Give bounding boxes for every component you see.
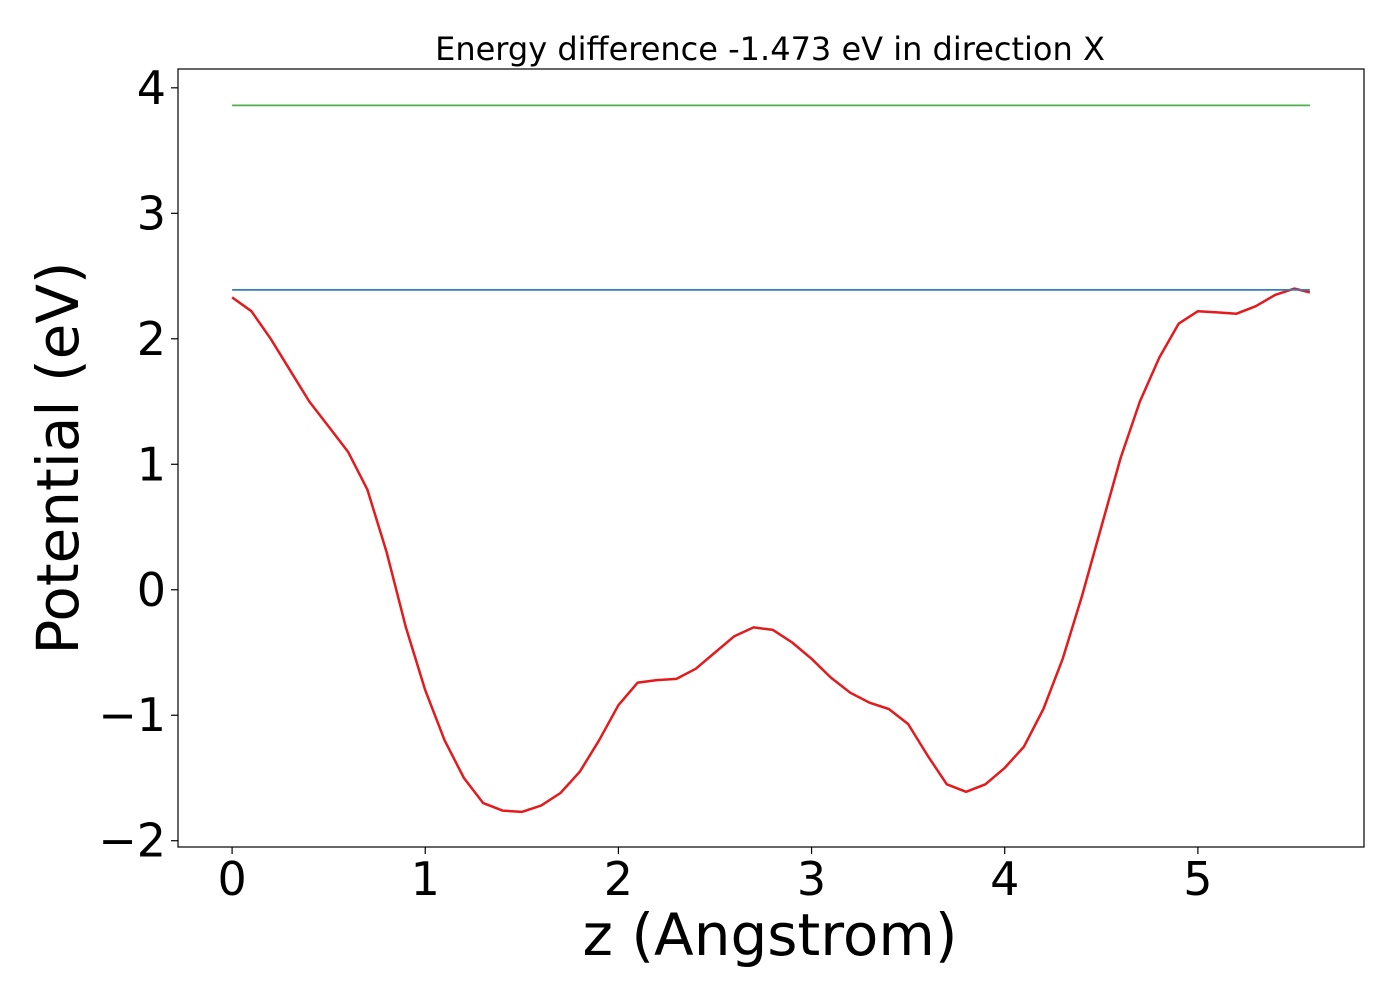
y-tick-label: −2 — [98, 814, 166, 868]
y-tick-label: 3 — [137, 186, 166, 240]
x-tick-label: 1 — [411, 852, 440, 906]
x-tick-label: 4 — [990, 852, 1019, 906]
y-tick-label: −1 — [98, 688, 166, 742]
y-axis: −2 −1 0 1 2 3 4 — [98, 61, 178, 868]
x-tick-label: 3 — [797, 852, 826, 906]
series-layer — [231, 104, 1311, 814]
y-axis-label: Potential (eV) — [24, 261, 92, 654]
y-tick-label: 1 — [137, 437, 166, 491]
plot-frame — [177, 68, 1365, 848]
y-tick-label: 2 — [137, 312, 166, 366]
x-axis: 0 1 2 3 4 5 — [217, 847, 1213, 906]
chart-title: Energy difference -1.473 eV in direction… — [435, 30, 1105, 68]
y-tick-label: 4 — [137, 61, 166, 115]
x-tick-label: 0 — [217, 852, 246, 906]
series-line-0 — [231, 287, 1311, 814]
x-tick-label: 5 — [1183, 852, 1212, 906]
x-tick-label: 2 — [604, 852, 633, 906]
x-axis-label: z (Angstrom) — [583, 901, 958, 969]
y-tick-label: 0 — [137, 563, 166, 617]
